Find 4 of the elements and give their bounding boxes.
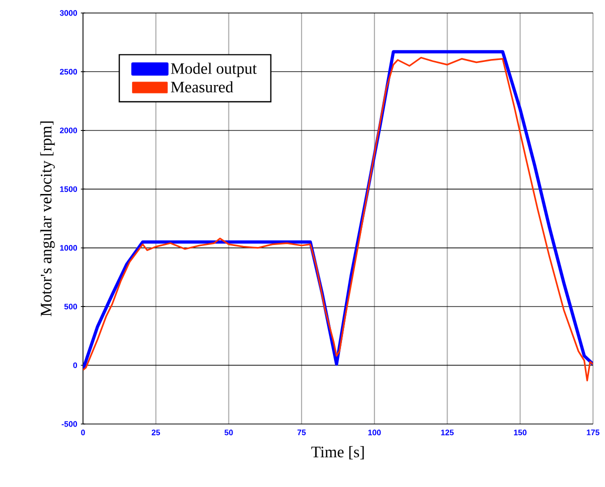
x-axis-title: Time [s] xyxy=(311,446,364,460)
y-axis-title: Motor's angular velocity [rpm] xyxy=(40,122,55,316)
legend-label: Model output xyxy=(170,62,257,78)
legend-label: Measured xyxy=(170,81,234,92)
